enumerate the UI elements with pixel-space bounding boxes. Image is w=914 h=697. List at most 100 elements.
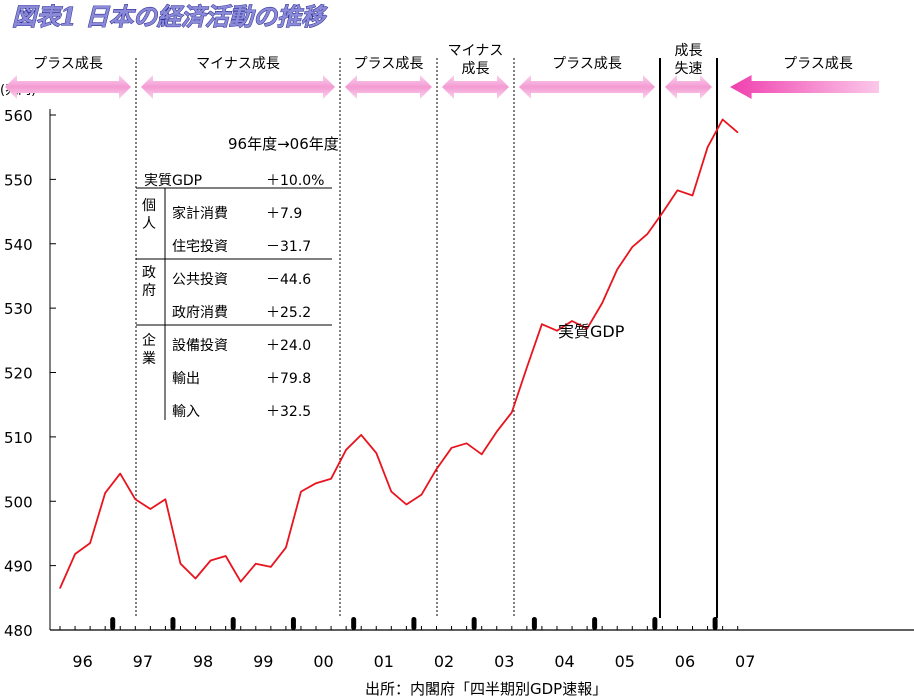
phase-label: 成長 bbox=[675, 43, 703, 59]
table-row-value: ＋10.0% bbox=[266, 173, 324, 189]
phase-arrow bbox=[730, 75, 879, 99]
table-row-value: －31.7 bbox=[266, 239, 311, 255]
x-tick-label: 97 bbox=[133, 652, 153, 671]
table-group-label: 企 bbox=[142, 332, 156, 349]
data-point bbox=[345, 449, 347, 451]
data-point bbox=[315, 482, 317, 484]
data-point bbox=[164, 498, 167, 500]
x-tick-label: 03 bbox=[494, 652, 514, 671]
table-row-item: 輸入 bbox=[172, 404, 200, 420]
data-point bbox=[541, 323, 543, 325]
axes: 480 490 500 510 520 530 540 550 560 96 97 98 99 00 01 0… bbox=[4, 107, 914, 671]
chart-title: 図表1 日本の経済活動の推移 bbox=[12, 2, 328, 31]
data-point bbox=[631, 246, 633, 248]
phase-label: マイナス bbox=[448, 43, 504, 59]
x-tick-label: 96 bbox=[72, 652, 92, 671]
x-tick-label: 98 bbox=[193, 652, 213, 671]
x-tick-label: 07 bbox=[735, 652, 755, 671]
x-tick-label: 00 bbox=[313, 652, 333, 671]
x-tick-label: 01 bbox=[374, 652, 394, 671]
phase-label: プラス成長 bbox=[354, 56, 424, 72]
data-point bbox=[706, 146, 709, 148]
inset-table-header: 96年度→06年度 bbox=[228, 135, 339, 153]
data-point bbox=[149, 508, 151, 510]
y-tick-label: 530 bbox=[4, 300, 33, 318]
x-tick-label: 04 bbox=[554, 652, 574, 671]
y-tick-label: 510 bbox=[4, 429, 33, 447]
table-row-item: 家計消費 bbox=[172, 205, 228, 222]
table-row-item: 住宅投資 bbox=[172, 239, 228, 255]
year-boundary-marker bbox=[712, 617, 718, 630]
year-boundary-marker bbox=[351, 617, 357, 630]
data-point bbox=[225, 555, 227, 557]
data-point bbox=[481, 453, 483, 455]
year-boundary-marker bbox=[471, 617, 477, 630]
y-tick-label: 500 bbox=[4, 493, 33, 511]
source-note: 出所：内閣府「四半期別GDP速報」 bbox=[365, 680, 607, 697]
phase-arrow bbox=[519, 75, 655, 99]
phase-label: 失速 bbox=[675, 61, 703, 77]
table-group-label: 業 bbox=[142, 351, 156, 367]
data-point bbox=[285, 547, 287, 549]
table-group-label: 府 bbox=[142, 283, 156, 299]
data-point bbox=[496, 431, 498, 433]
phase-label: プラス成長 bbox=[783, 56, 853, 72]
data-point bbox=[737, 131, 739, 133]
data-point bbox=[210, 559, 212, 562]
phase-arrow bbox=[345, 75, 432, 99]
table-row-value: －44.6 bbox=[266, 272, 311, 288]
table-group-label: 政 bbox=[142, 265, 156, 281]
table-row-value: ＋32.5 bbox=[266, 404, 311, 420]
x-tick-label: 06 bbox=[675, 652, 695, 671]
data-point bbox=[390, 490, 392, 493]
phase-arrow bbox=[665, 75, 712, 99]
phase-label: プラス成長 bbox=[33, 56, 103, 72]
series-annotation: 実質GDP bbox=[558, 322, 625, 341]
table-group-label: 人 bbox=[142, 216, 156, 232]
data-point bbox=[300, 490, 302, 493]
table-row-item: 設備投資 bbox=[172, 338, 228, 354]
data-point bbox=[405, 503, 407, 506]
data-point bbox=[661, 212, 664, 214]
year-boundary-marker bbox=[230, 617, 236, 630]
x-tick-label: 99 bbox=[253, 652, 273, 671]
table-group-label: 個 bbox=[142, 198, 156, 214]
table-row-item: 公共投資 bbox=[172, 272, 228, 288]
y-tick-label: 520 bbox=[4, 365, 33, 383]
data-point bbox=[89, 542, 91, 544]
data-point bbox=[134, 498, 136, 500]
data-point bbox=[420, 494, 423, 496]
data-point bbox=[511, 411, 513, 414]
data-point bbox=[722, 118, 724, 121]
phase-label: プラス成長 bbox=[552, 56, 622, 72]
x-tick-label: 05 bbox=[615, 652, 635, 671]
series-layer bbox=[59, 118, 739, 589]
year-boundary-marker bbox=[531, 617, 537, 630]
data-point bbox=[691, 194, 694, 197]
data-point bbox=[104, 492, 106, 494]
y-tick-label: 490 bbox=[4, 558, 33, 576]
phase-label: マイナス成長 bbox=[196, 56, 280, 72]
phase-dividers bbox=[135, 58, 718, 618]
table-row-value: ＋79.8 bbox=[266, 371, 311, 387]
data-point bbox=[586, 328, 588, 330]
year-boundary-marker bbox=[652, 617, 658, 630]
phase-arrow bbox=[5, 75, 131, 99]
data-point bbox=[179, 563, 182, 565]
data-point bbox=[59, 587, 61, 589]
x-tick-label: 02 bbox=[434, 652, 454, 671]
y-tick-label: 550 bbox=[4, 171, 33, 189]
data-point bbox=[330, 478, 332, 480]
data-point bbox=[676, 189, 679, 191]
table-row-value: ＋25.2 bbox=[266, 305, 311, 321]
data-point bbox=[571, 320, 573, 322]
data-point bbox=[450, 447, 453, 449]
data-point bbox=[526, 366, 528, 368]
data-point bbox=[240, 581, 242, 583]
data-point bbox=[435, 468, 438, 470]
table-row-value: ＋24.0 bbox=[266, 338, 311, 354]
data-point bbox=[466, 442, 468, 444]
phase-arrow bbox=[442, 75, 509, 99]
